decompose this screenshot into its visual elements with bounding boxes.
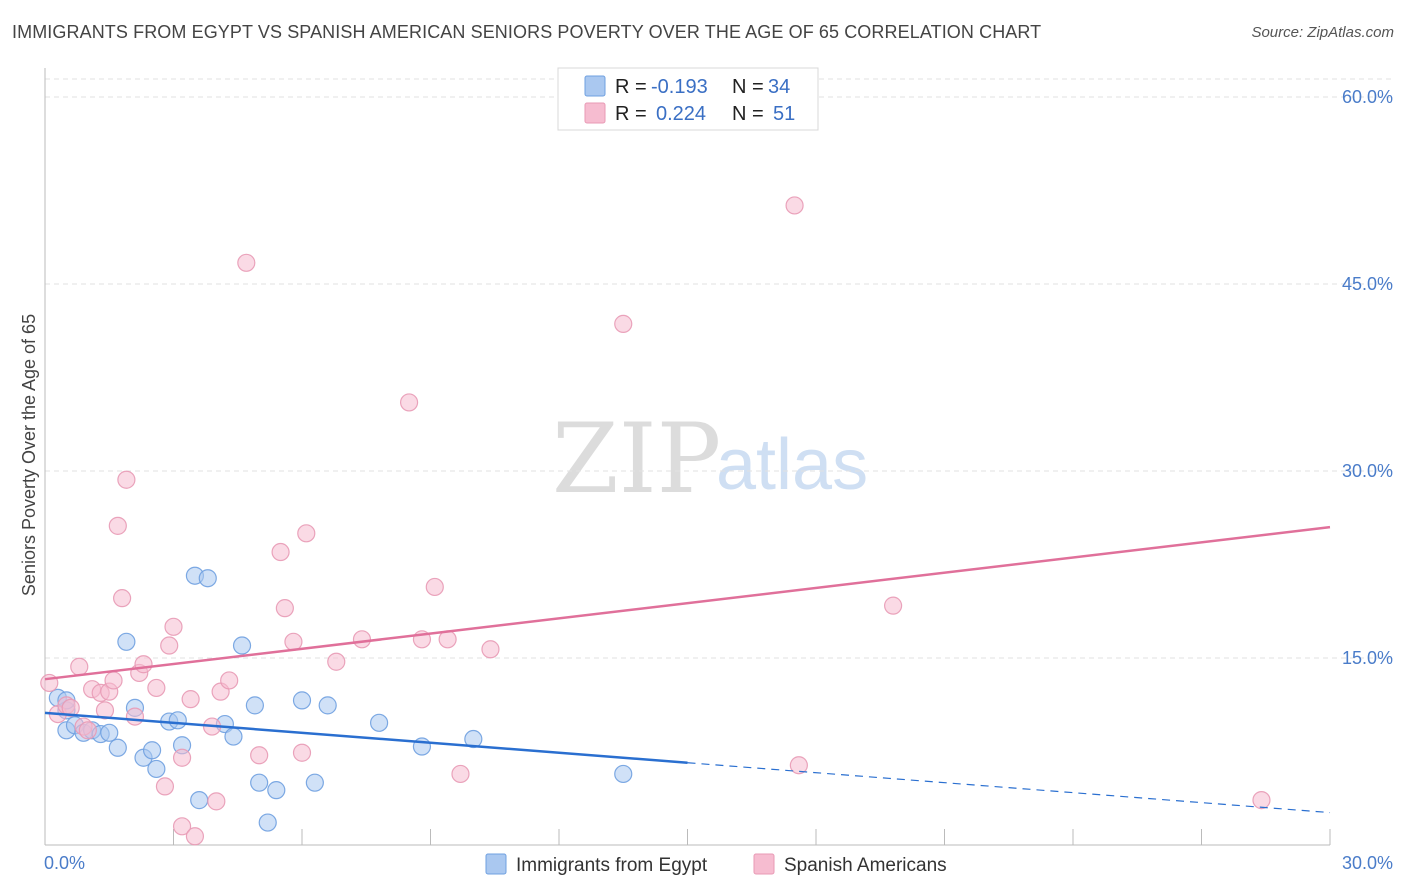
legend-label-immigrants-egypt: Immigrants from Egypt bbox=[516, 855, 708, 876]
point-series0-33 bbox=[464, 729, 483, 749]
point-series1-6 bbox=[78, 721, 97, 740]
point-series0-13 bbox=[142, 741, 162, 760]
x-tick-labels: 0.0% 30.0% bbox=[44, 853, 1393, 873]
point-series0-22 bbox=[224, 727, 243, 746]
point-series1-30 bbox=[237, 253, 256, 272]
point-series1-39 bbox=[399, 393, 419, 412]
point-series1-22 bbox=[172, 748, 192, 767]
point-series1-29 bbox=[220, 671, 239, 690]
point-series0-24 bbox=[245, 696, 264, 715]
point-series1-41 bbox=[425, 577, 444, 597]
point-series0-25 bbox=[250, 773, 269, 792]
legend-r-label-spanish: R = bbox=[615, 103, 647, 125]
watermark-zip: ZIP bbox=[552, 403, 721, 515]
y-tick-label-3: 60.0% bbox=[1342, 87, 1393, 107]
legend-swatch-egypt bbox=[584, 75, 606, 97]
point-series0-16 bbox=[168, 711, 187, 730]
point-series1-15 bbox=[125, 707, 145, 726]
point-series1-24 bbox=[181, 690, 200, 709]
point-series0-30 bbox=[318, 696, 337, 715]
point-series1-9 bbox=[95, 701, 115, 720]
legend-swatch-spanish-americans bbox=[753, 853, 775, 875]
point-series0-29 bbox=[305, 773, 324, 792]
trend-extension-series0 bbox=[687, 762, 1331, 814]
point-series0-34 bbox=[614, 764, 633, 784]
point-series1-49 bbox=[1252, 791, 1271, 810]
point-series1-23 bbox=[172, 817, 192, 836]
point-series1-25 bbox=[185, 827, 205, 846]
gridlines bbox=[45, 78, 1392, 659]
point-series1-27 bbox=[207, 792, 226, 811]
x-ticks bbox=[173, 829, 1331, 845]
legend-swatch-immigrants-egypt bbox=[485, 853, 507, 875]
point-series1-38 bbox=[352, 630, 372, 649]
point-series1-35 bbox=[292, 743, 312, 762]
point-series1-31 bbox=[250, 746, 269, 765]
x-tick-label-max: 30.0% bbox=[1342, 853, 1393, 873]
point-series1-36 bbox=[297, 524, 316, 543]
point-series1-17 bbox=[134, 655, 153, 674]
watermark-atlas: atlas bbox=[716, 425, 868, 505]
trend-line-series1 bbox=[44, 525, 1331, 681]
chart-title: IMMIGRANTS FROM EGYPT VS SPANISH AMERICA… bbox=[12, 22, 1042, 42]
point-series0-20 bbox=[190, 791, 209, 810]
point-series1-12 bbox=[108, 516, 127, 535]
point-series0-9 bbox=[108, 738, 127, 757]
legend-n-value-egypt: 34 bbox=[768, 76, 790, 98]
legend-r-value-spanish: 0.224 bbox=[656, 103, 706, 125]
x-tick-label-min: 0.0% bbox=[44, 853, 85, 873]
point-series1-46 bbox=[785, 196, 804, 215]
point-series1-14 bbox=[117, 470, 136, 489]
point-series1-18 bbox=[147, 678, 166, 698]
point-series0-31 bbox=[370, 713, 389, 732]
point-series0-23 bbox=[232, 636, 252, 655]
point-series1-48 bbox=[883, 596, 903, 615]
point-series1-37 bbox=[327, 652, 346, 671]
point-series1-43 bbox=[451, 764, 470, 784]
point-series0-8 bbox=[100, 723, 119, 742]
legend-series: Immigrants from Egypt Spanish Americans bbox=[485, 853, 947, 876]
point-series1-19 bbox=[155, 777, 175, 796]
trend-lines bbox=[44, 525, 1331, 814]
point-series1-3 bbox=[61, 698, 80, 717]
data-points bbox=[40, 196, 1271, 846]
point-series1-20 bbox=[160, 636, 179, 655]
point-series0-14 bbox=[147, 759, 166, 779]
y-tick-label-0: 15.0% bbox=[1342, 648, 1393, 668]
point-series1-21 bbox=[164, 617, 183, 636]
point-series1-44 bbox=[481, 640, 500, 659]
source-credit: Source: ZipAtlas.com bbox=[1251, 24, 1394, 41]
y-tick-label-1: 30.0% bbox=[1342, 461, 1393, 481]
point-series0-19 bbox=[198, 569, 217, 588]
point-series1-47 bbox=[789, 756, 808, 775]
trend-line-series0 bbox=[44, 711, 688, 764]
point-series0-27 bbox=[267, 781, 286, 800]
point-series1-4 bbox=[70, 657, 89, 676]
legend-n-value-spanish: 51 bbox=[773, 103, 795, 125]
point-series1-45 bbox=[614, 314, 633, 333]
y-tick-labels: 15.0% 30.0% 45.0% 60.0% bbox=[1342, 87, 1393, 668]
point-series1-11 bbox=[104, 671, 123, 690]
y-tick-label-2: 45.0% bbox=[1342, 274, 1393, 294]
legend-r-label-egypt: R = bbox=[615, 76, 647, 98]
legend-n-label-spanish: N = bbox=[732, 103, 764, 125]
point-series1-13 bbox=[112, 589, 132, 608]
point-series0-10 bbox=[117, 632, 136, 651]
legend-stats: R = -0.193 N = 34 R = 0.224 N = 51 bbox=[557, 67, 819, 131]
legend-swatch-spanish bbox=[584, 102, 606, 124]
legend-label-spanish-americans: Spanish Americans bbox=[784, 855, 947, 876]
point-series0-26 bbox=[258, 813, 277, 832]
legend-n-label-egypt: N = bbox=[732, 76, 764, 98]
point-series1-34 bbox=[284, 632, 303, 651]
legend-r-value-egypt: -0.193 bbox=[651, 76, 708, 98]
point-series1-32 bbox=[271, 542, 290, 562]
y-axis-label: Seniors Poverty Over the Age of 65 bbox=[19, 314, 39, 596]
point-series0-28 bbox=[292, 691, 312, 710]
point-series1-33 bbox=[275, 599, 294, 618]
